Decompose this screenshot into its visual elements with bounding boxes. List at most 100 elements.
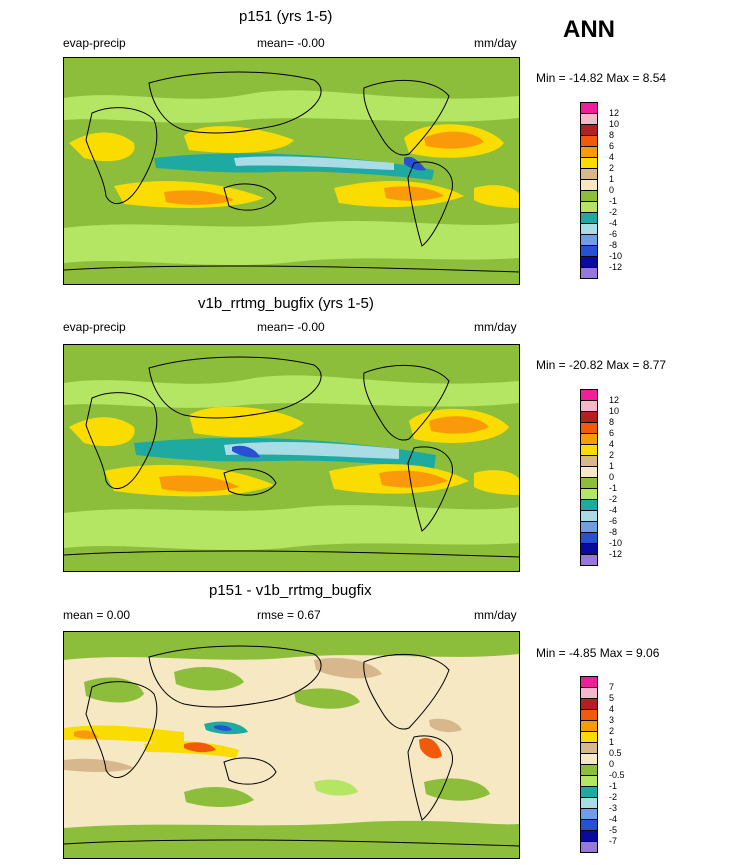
panel-2-colorbar-box bbox=[580, 521, 598, 533]
panel-3-minmax-label: Min = -4.85 Max = 9.06 bbox=[536, 646, 660, 660]
panel-2-colorbar-box bbox=[580, 499, 598, 511]
panel-2-colorbar-box bbox=[580, 543, 598, 555]
panel-1-southern-band bbox=[64, 220, 519, 266]
panel-3-colorbar-label: -1 bbox=[609, 781, 618, 791]
panel-1-units-label: mm/day bbox=[474, 36, 517, 50]
panel-2-colorbar-label: 6 bbox=[609, 428, 615, 438]
panel-3-colorbar-label: 1 bbox=[609, 737, 615, 747]
panel-1-northern-band bbox=[64, 90, 519, 123]
panel-2-colorbar-box bbox=[580, 444, 598, 456]
panel-2-variable-label: evap-precip bbox=[63, 320, 126, 334]
panel-1-colorbar-box bbox=[580, 124, 598, 136]
panel-2-colorbar-label: 12 bbox=[609, 395, 620, 405]
panel-1-map-svg bbox=[64, 58, 519, 284]
panel-2-colorbar-label: -10 bbox=[609, 538, 623, 548]
panel-2-colorbar-label: -2 bbox=[609, 494, 618, 504]
panel-3-arctic-patch bbox=[64, 632, 519, 660]
panel-1-title: p151 (yrs 1-5) bbox=[239, 8, 333, 25]
panel-2-colorbar-box bbox=[580, 389, 598, 401]
panel-3-colorbar-box bbox=[580, 676, 598, 688]
panel-2-eurasia-outline bbox=[148, 356, 322, 419]
panel-1-colorbar-label: 2 bbox=[609, 163, 615, 173]
panel-2-colorbar-label: -6 bbox=[609, 516, 618, 526]
panel-3-colorbar-label: -5 bbox=[609, 825, 618, 835]
panel-1-colorbar-label: -1 bbox=[609, 196, 618, 206]
panel-2-colorbar-box bbox=[580, 477, 598, 489]
panel-1-mean-label: mean= -0.00 bbox=[257, 36, 325, 50]
panel-1-itcz-min bbox=[404, 156, 426, 171]
panel-3-rmse-label: rmse = 0.67 bbox=[257, 608, 321, 622]
panel-1-colorbar-label: -6 bbox=[609, 229, 618, 239]
panel-2-south-atlantic-max bbox=[474, 470, 519, 495]
panel-1-australia-outline bbox=[223, 183, 277, 211]
panel-2-units-label: mm/day bbox=[474, 320, 517, 334]
panel-1-eastern-atlantic-max bbox=[69, 132, 135, 162]
panel-1-colorbar-label: -10 bbox=[609, 251, 623, 261]
panel-2-north-pacific-west bbox=[189, 406, 304, 438]
panel-3-indian-peak bbox=[184, 742, 216, 753]
panel-1-colorbar-box bbox=[580, 267, 598, 279]
panel-3-south-america-outline bbox=[407, 735, 453, 821]
panel-1-colorbar-box bbox=[580, 256, 598, 268]
panel-3-colorbar-box bbox=[580, 797, 598, 809]
panel-3-colorbar: 7 5 4 3 2 1 0.5 0 -0.5 -1 -2 -3 -4 -5 -7 bbox=[580, 676, 625, 855]
panel-3-tan-patch bbox=[314, 657, 382, 679]
panel-2-colorbar-label: -4 bbox=[609, 505, 618, 515]
panel-2-colorbar-box bbox=[580, 400, 598, 412]
panel-3-colorbar-box bbox=[580, 687, 598, 699]
panel-1-south-america-outline bbox=[407, 161, 453, 247]
panel-2-eastern-atlantic-max bbox=[69, 417, 135, 447]
panel-3-andes-plus bbox=[419, 737, 442, 759]
panel-3-antarctica-outline bbox=[64, 839, 519, 847]
panel-3-colorbar-box bbox=[580, 786, 598, 798]
panel-2-northern-band bbox=[64, 375, 519, 408]
panel-3-colorbar-label: 7 bbox=[609, 682, 615, 692]
panel-3-colorbar-box bbox=[580, 808, 598, 820]
panel-3-colorbar-box bbox=[580, 720, 598, 732]
panel-2-north-atlantic-core bbox=[429, 416, 489, 434]
panel-1-colorbar-label: -2 bbox=[609, 207, 618, 217]
panel-1-map bbox=[63, 57, 520, 285]
panel-1-south-indian-core bbox=[164, 190, 234, 205]
panel-3-green-patch bbox=[174, 667, 244, 691]
panel-2-colorbar-label: 0 bbox=[609, 472, 615, 482]
panel-1-south-atlantic-max bbox=[474, 185, 519, 208]
panel-1-colorbar-label: -4 bbox=[609, 218, 618, 228]
panel-1-africa-outline bbox=[85, 107, 158, 204]
panel-2-south-america-outline bbox=[407, 446, 453, 532]
panel-3-colorbar-box bbox=[580, 764, 598, 776]
panel-2-colorbar-label: 10 bbox=[609, 406, 620, 416]
panel-3-map bbox=[63, 631, 520, 859]
panel-3-tan-patch bbox=[64, 758, 134, 772]
panel-2-map-svg bbox=[64, 345, 519, 571]
panel-3-colorbar-label: 4 bbox=[609, 704, 615, 714]
panel-2-colorbar-box bbox=[580, 466, 598, 478]
panel-2-antarctica-outline bbox=[64, 550, 519, 558]
panel-1-minmax-label: Min = -14.82 Max = 8.54 bbox=[536, 71, 667, 85]
panel-2-colorbar-label: -8 bbox=[609, 527, 618, 537]
panel-2-itcz-min bbox=[232, 445, 260, 458]
panel-3-colorbar-box bbox=[580, 753, 598, 765]
panel-1-colorbar: 12 10 8 6 4 2 1 0 -1 -2 -4 -6 -8 -10 -12 bbox=[580, 102, 622, 281]
panel-3-colorbar-label: -3 bbox=[609, 803, 618, 813]
panel-3-green-patch bbox=[184, 786, 254, 807]
panel-2-colorbar-label: 2 bbox=[609, 450, 615, 460]
panel-1-colorbar-box bbox=[580, 245, 598, 257]
panel-2-colorbar-label: 8 bbox=[609, 417, 615, 427]
panel-2-colorbar-box bbox=[580, 433, 598, 445]
panel-2-colorbar-box bbox=[580, 488, 598, 500]
panel-1-colorbar-box bbox=[580, 168, 598, 180]
panel-1-colorbar-box bbox=[580, 190, 598, 202]
panel-3-colorbar-label: 0 bbox=[609, 759, 615, 769]
panel-2-colorbar: 12 10 8 6 4 2 1 0 -1 -2 -4 -6 -8 -10 -12 bbox=[580, 389, 622, 568]
panel-3-green-patch bbox=[294, 688, 360, 709]
panel-2-colorbar-label: -1 bbox=[609, 483, 618, 493]
panel-1-colorbar-box bbox=[580, 212, 598, 224]
panel-1-itcz-core bbox=[234, 156, 394, 170]
panel-1-colorbar-label: 0 bbox=[609, 185, 615, 195]
panel-3-map-svg bbox=[64, 632, 519, 858]
panel-3-colorbar-box bbox=[580, 698, 598, 710]
panel-1-eurasia-outline bbox=[148, 71, 322, 134]
panel-3-colorbar-box bbox=[580, 731, 598, 743]
panel-1-colorbar-box bbox=[580, 146, 598, 158]
